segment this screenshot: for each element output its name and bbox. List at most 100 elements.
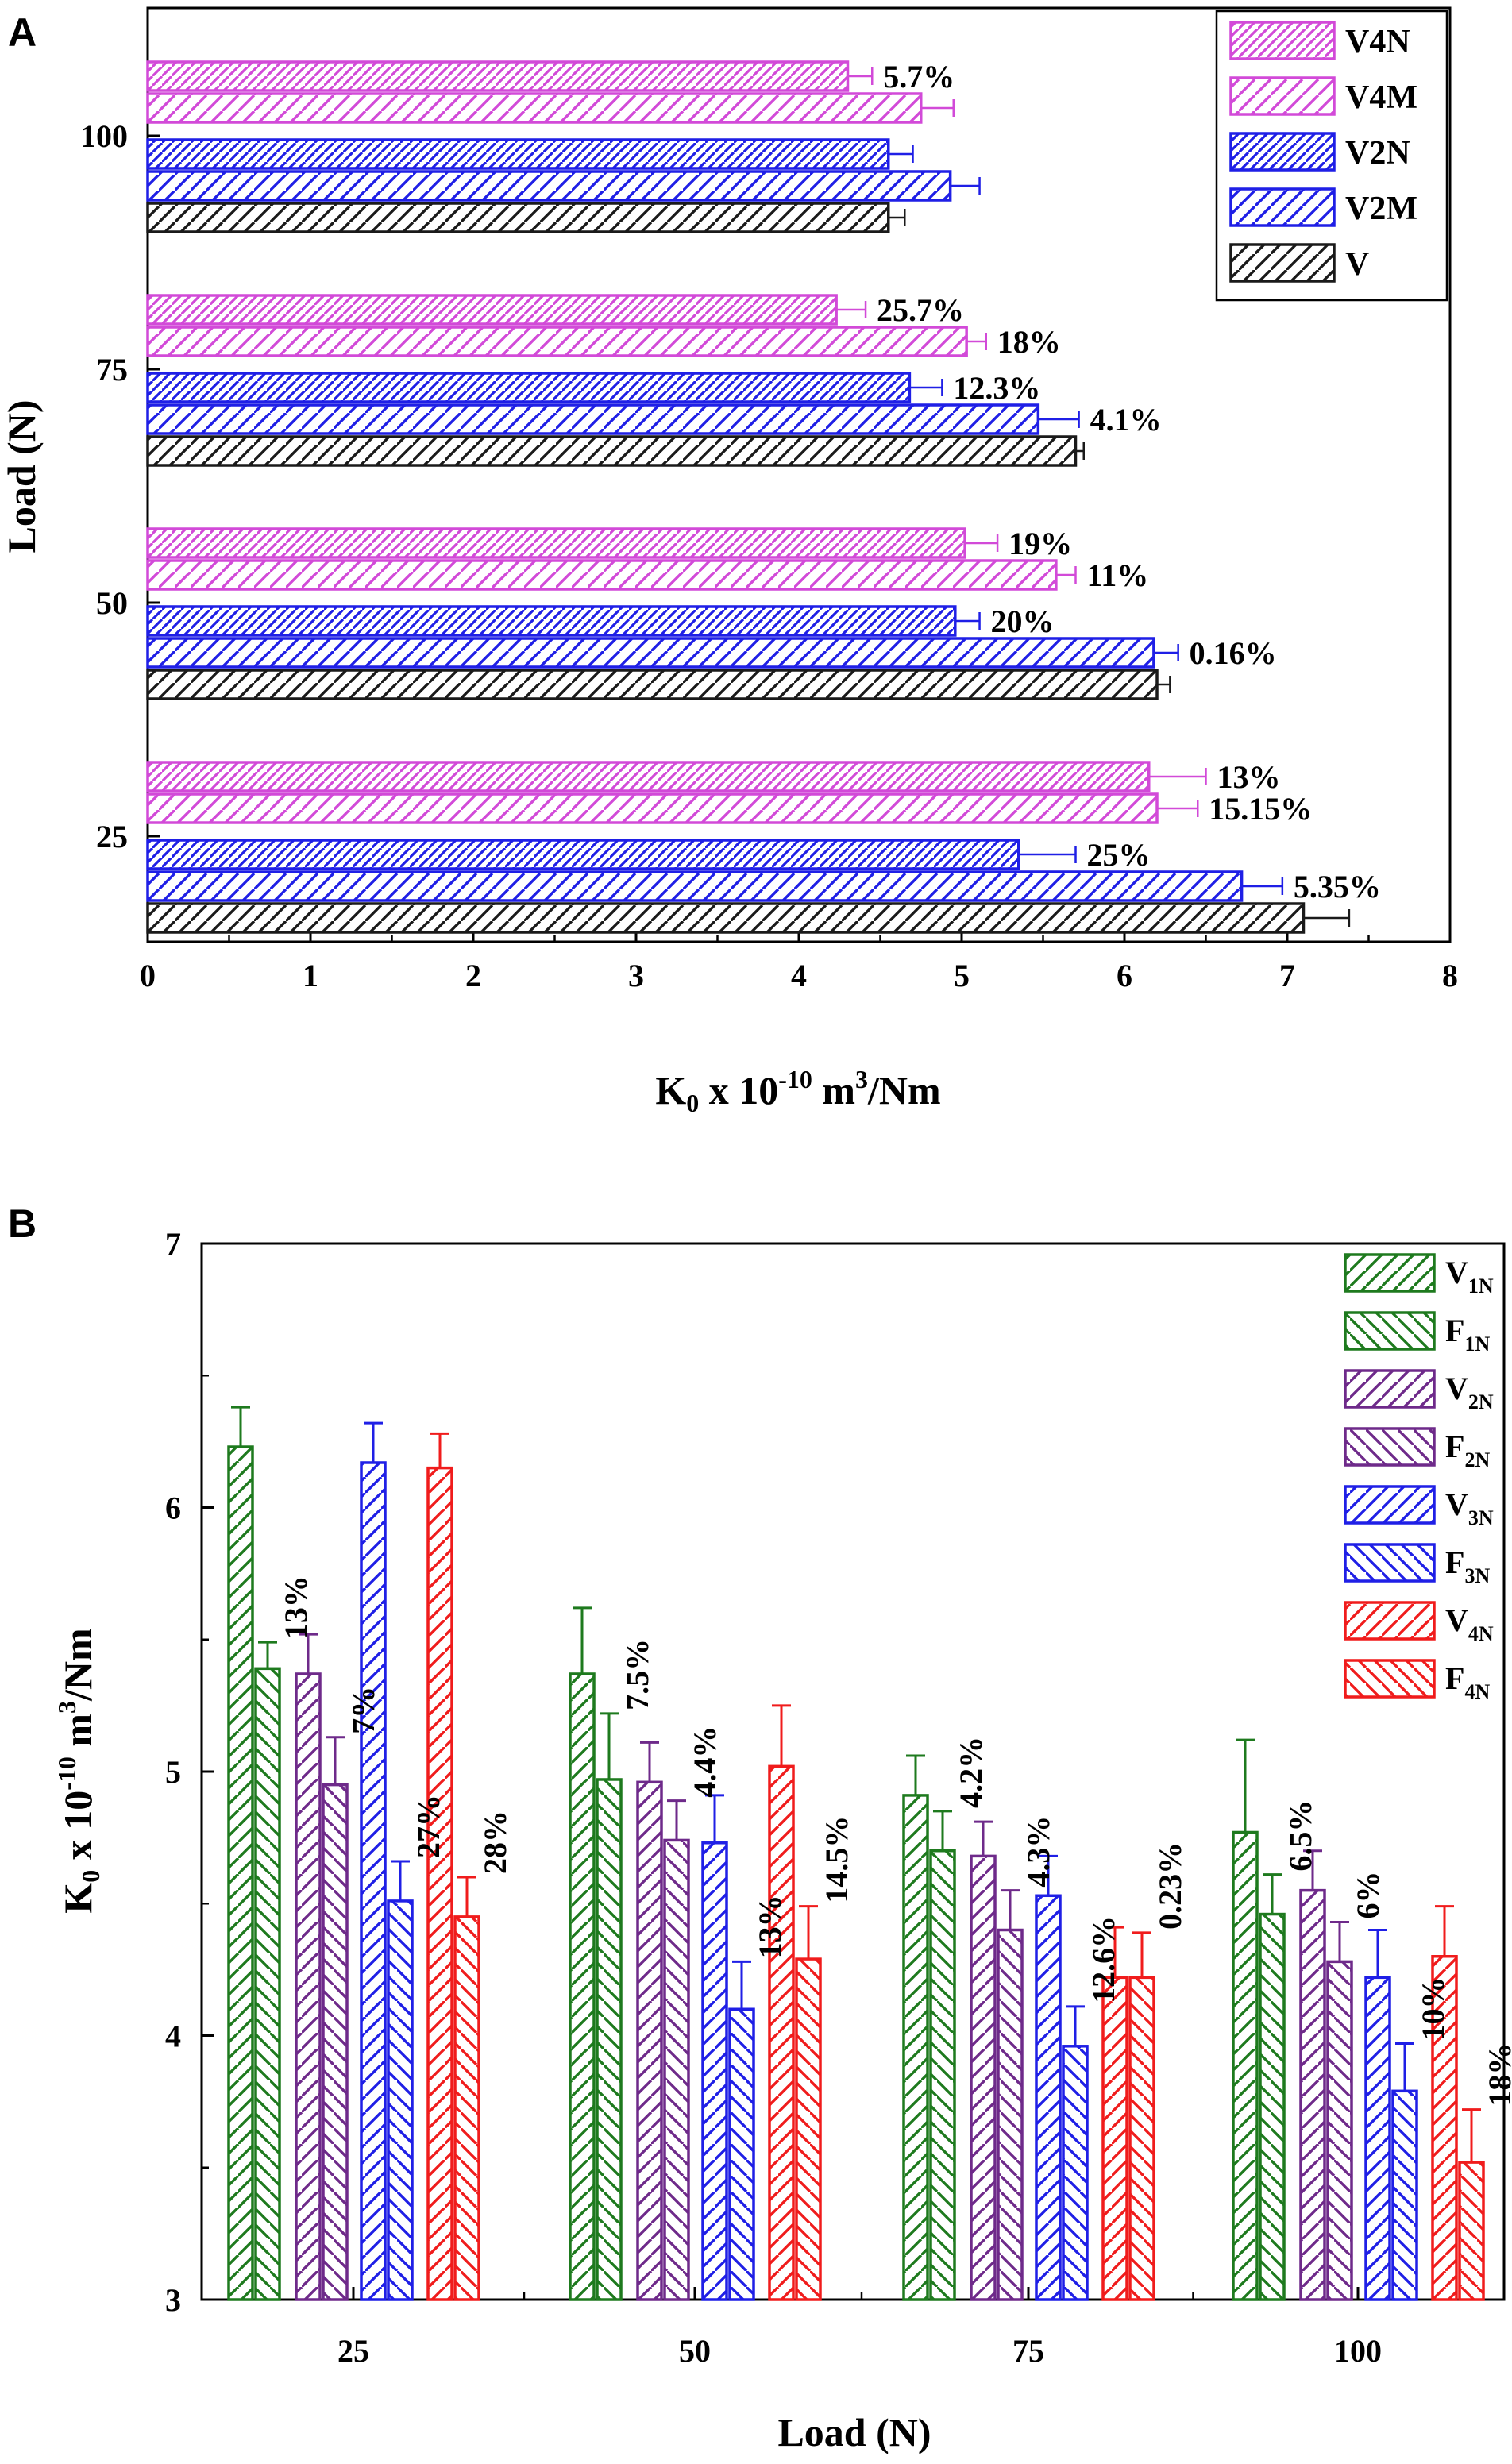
panel-a-percent-label: 18% bbox=[997, 324, 1061, 360]
legend-letter: V bbox=[1445, 1486, 1468, 1522]
panel-a-bar-v-25 bbox=[146, 902, 1306, 934]
panel-b-bar-f3n-100 bbox=[1391, 2089, 1418, 2301]
panel-a-x-tick-label: 4 bbox=[791, 958, 807, 993]
panel-a-legend-swatch bbox=[1229, 21, 1336, 60]
panel-a-percent-label: 4.1% bbox=[1090, 402, 1162, 438]
panel-a-percent-label: 5.35% bbox=[1294, 869, 1381, 904]
legend-letter: V bbox=[1445, 1255, 1468, 1290]
panel-a-x-title-end: /Nm bbox=[867, 1068, 941, 1112]
legend-subscript: 3N bbox=[1464, 1564, 1490, 1587]
panel-b-percent-label: 13% bbox=[752, 1895, 788, 1958]
panel-b-legend-swatch bbox=[1344, 1601, 1436, 1641]
panel-a-x-tick-label: 1 bbox=[303, 958, 318, 993]
panel-b-y-title-sup2: 3 bbox=[52, 1701, 81, 1714]
panel-a-bar-v4m-25 bbox=[146, 792, 1159, 824]
panel-b-bar-v3n-50 bbox=[701, 1841, 728, 2301]
panel-b-percent-label: 27% bbox=[411, 1795, 446, 1858]
panel-a-legend-swatch bbox=[1229, 243, 1336, 283]
panel-a-bar-v4n-75 bbox=[146, 294, 838, 326]
panel-b-percent-label: 6% bbox=[1350, 1872, 1386, 1919]
panel-a-y-axis-title: Load (N) bbox=[0, 399, 44, 553]
panel-a-bar-v4n-25 bbox=[146, 761, 1151, 792]
panel-b-percent-label: 7% bbox=[345, 1687, 381, 1734]
panel-b-y-title-end: /Nm bbox=[56, 1628, 100, 1702]
legend-subscript: 1N bbox=[1468, 1274, 1494, 1298]
panel-a-bar-v4n-50 bbox=[146, 527, 966, 559]
panel-a-legend-swatch bbox=[1229, 187, 1336, 227]
panel-b-percent-label: 4.3% bbox=[1020, 1816, 1056, 1888]
panel-a-bar-v4n-100 bbox=[146, 60, 850, 92]
panel-b-y-axis-title: K0 x 10-10 m3/Nm bbox=[52, 1628, 105, 1913]
legend-letter: V bbox=[1445, 1371, 1468, 1406]
panel-a-bar-v4m-50 bbox=[146, 559, 1058, 591]
legend-letter: V bbox=[1445, 1602, 1468, 1638]
panel-b-bar-f1n-25 bbox=[254, 1667, 281, 2301]
panel-a-x-title-k: K bbox=[655, 1068, 686, 1112]
panel-a-legend-label: V bbox=[1345, 246, 1369, 283]
panel-a-bar-v2n-50 bbox=[146, 605, 957, 637]
panel-b-percent-label: 28% bbox=[477, 1810, 513, 1874]
panel-b-legend-swatch bbox=[1344, 1485, 1436, 1525]
panel-a-y-tick-label: 50 bbox=[96, 585, 128, 621]
panel-b-bar-v2n-75 bbox=[970, 1854, 997, 2301]
panel-b-bar-f3n-75 bbox=[1062, 2045, 1089, 2301]
panel-a-legend-swatch bbox=[1229, 76, 1336, 116]
panel-b-legend-label: V4N bbox=[1445, 1602, 1494, 1645]
panel-b-bar-f2n-100 bbox=[1326, 1960, 1353, 2301]
panel-a-legend: V4N V4M V2N V2M V bbox=[1215, 10, 1448, 302]
panel-b-bar-v1n-25 bbox=[227, 1445, 254, 2301]
panel-b-y-title-k: K bbox=[56, 1883, 100, 1914]
panel-a-bar-v2m-25 bbox=[146, 870, 1244, 902]
panel-a-bar-v4m-100 bbox=[146, 92, 923, 124]
panel-b-y-title-mid: x 10 bbox=[56, 1791, 100, 1870]
panel-b-bars bbox=[227, 1406, 1485, 2301]
panel-b-percent-label: 4.4% bbox=[687, 1726, 723, 1798]
panel-b-bar-f3n-50 bbox=[728, 2007, 755, 2301]
panel-b-y-tick-label: 3 bbox=[165, 2282, 181, 2318]
panel-b-bar-v1n-50 bbox=[569, 1672, 596, 2301]
panel-a-ticks: 0 1 2 3 4 5 6 7 8 25 50 75 100 bbox=[80, 118, 1458, 993]
panel-a-x-title-sup: -10 bbox=[778, 1065, 812, 1093]
panel-a-bar-v2m-50 bbox=[146, 637, 1155, 669]
panel-b-bar-v3n-25 bbox=[360, 1461, 387, 2301]
panel-b-legend-label: V1N bbox=[1445, 1255, 1494, 1298]
panel-a-x-tick-label: 2 bbox=[465, 958, 481, 993]
panel-a-percent-label: 19% bbox=[1009, 526, 1072, 561]
legend-letter: F bbox=[1445, 1544, 1464, 1580]
panel-a-percent-label: 20% bbox=[991, 603, 1055, 639]
panel-b-legend-swatch bbox=[1344, 1427, 1436, 1467]
panel-a-y-tick-label: 100 bbox=[80, 118, 128, 154]
panel-b-bar-f4n-75 bbox=[1128, 1976, 1155, 2301]
panel-a-bar-v2n-100 bbox=[146, 138, 890, 170]
panel-a-y-tick-label: 75 bbox=[96, 352, 128, 388]
panel-a-bar-v-75 bbox=[146, 435, 1078, 467]
panel-a-x-tick-label: 0 bbox=[140, 958, 156, 993]
panel-a-x-axis-title: K0 x 10-10 m3/Nm bbox=[655, 1065, 940, 1117]
panel-a-bar-v2n-25 bbox=[146, 839, 1020, 870]
panel-a-x-tick-label: 7 bbox=[1279, 958, 1295, 993]
panel-b-y-tick-label: 7 bbox=[165, 1226, 181, 1262]
panel-b-bar-f2n-50 bbox=[663, 1838, 690, 2301]
legend-letter: F bbox=[1445, 1313, 1464, 1348]
panel-b-bar-v3n-100 bbox=[1364, 1976, 1391, 2301]
panel-b-x-tick-label: 100 bbox=[1334, 2333, 1382, 2369]
panel-b-y-title-unit: m bbox=[56, 1714, 100, 1756]
legend-subscript: 1N bbox=[1464, 1332, 1490, 1355]
panel-a: A Load (N) K0 x 10-10 m3/Nm 0 1 2 3 4 5 6 7 8255… bbox=[0, 6, 1458, 1117]
panel-a-x-title-mid: x 10 bbox=[699, 1068, 778, 1112]
panel-b-bar-v4n-50 bbox=[768, 1764, 795, 2301]
panel-a-legend-label: V2N bbox=[1345, 135, 1410, 172]
panel-a-bar-v2m-75 bbox=[146, 403, 1040, 435]
panel-b-percent-label: 13% bbox=[278, 1575, 314, 1639]
panel-b-bar-v2n-50 bbox=[636, 1780, 663, 2301]
panel-b-bar-f4n-25 bbox=[453, 1915, 480, 2301]
panel-a-y-tick-label: 25 bbox=[96, 819, 128, 854]
panel-a-x-tick-label: 6 bbox=[1117, 958, 1132, 993]
panel-a-x-title-sub: 0 bbox=[686, 1089, 699, 1117]
panel-b-y-title-sub: 0 bbox=[76, 1870, 105, 1883]
panel-a-annotations: 5.35% 25% 15.15%13% 0.16% 20% 11% 19% 4.1% 12.3%… bbox=[877, 59, 1381, 904]
panel-a-percent-label: 25% bbox=[1087, 837, 1151, 873]
panel-a-bar-v4m-75 bbox=[146, 326, 968, 357]
panel-b-legend-swatch bbox=[1344, 1311, 1436, 1351]
